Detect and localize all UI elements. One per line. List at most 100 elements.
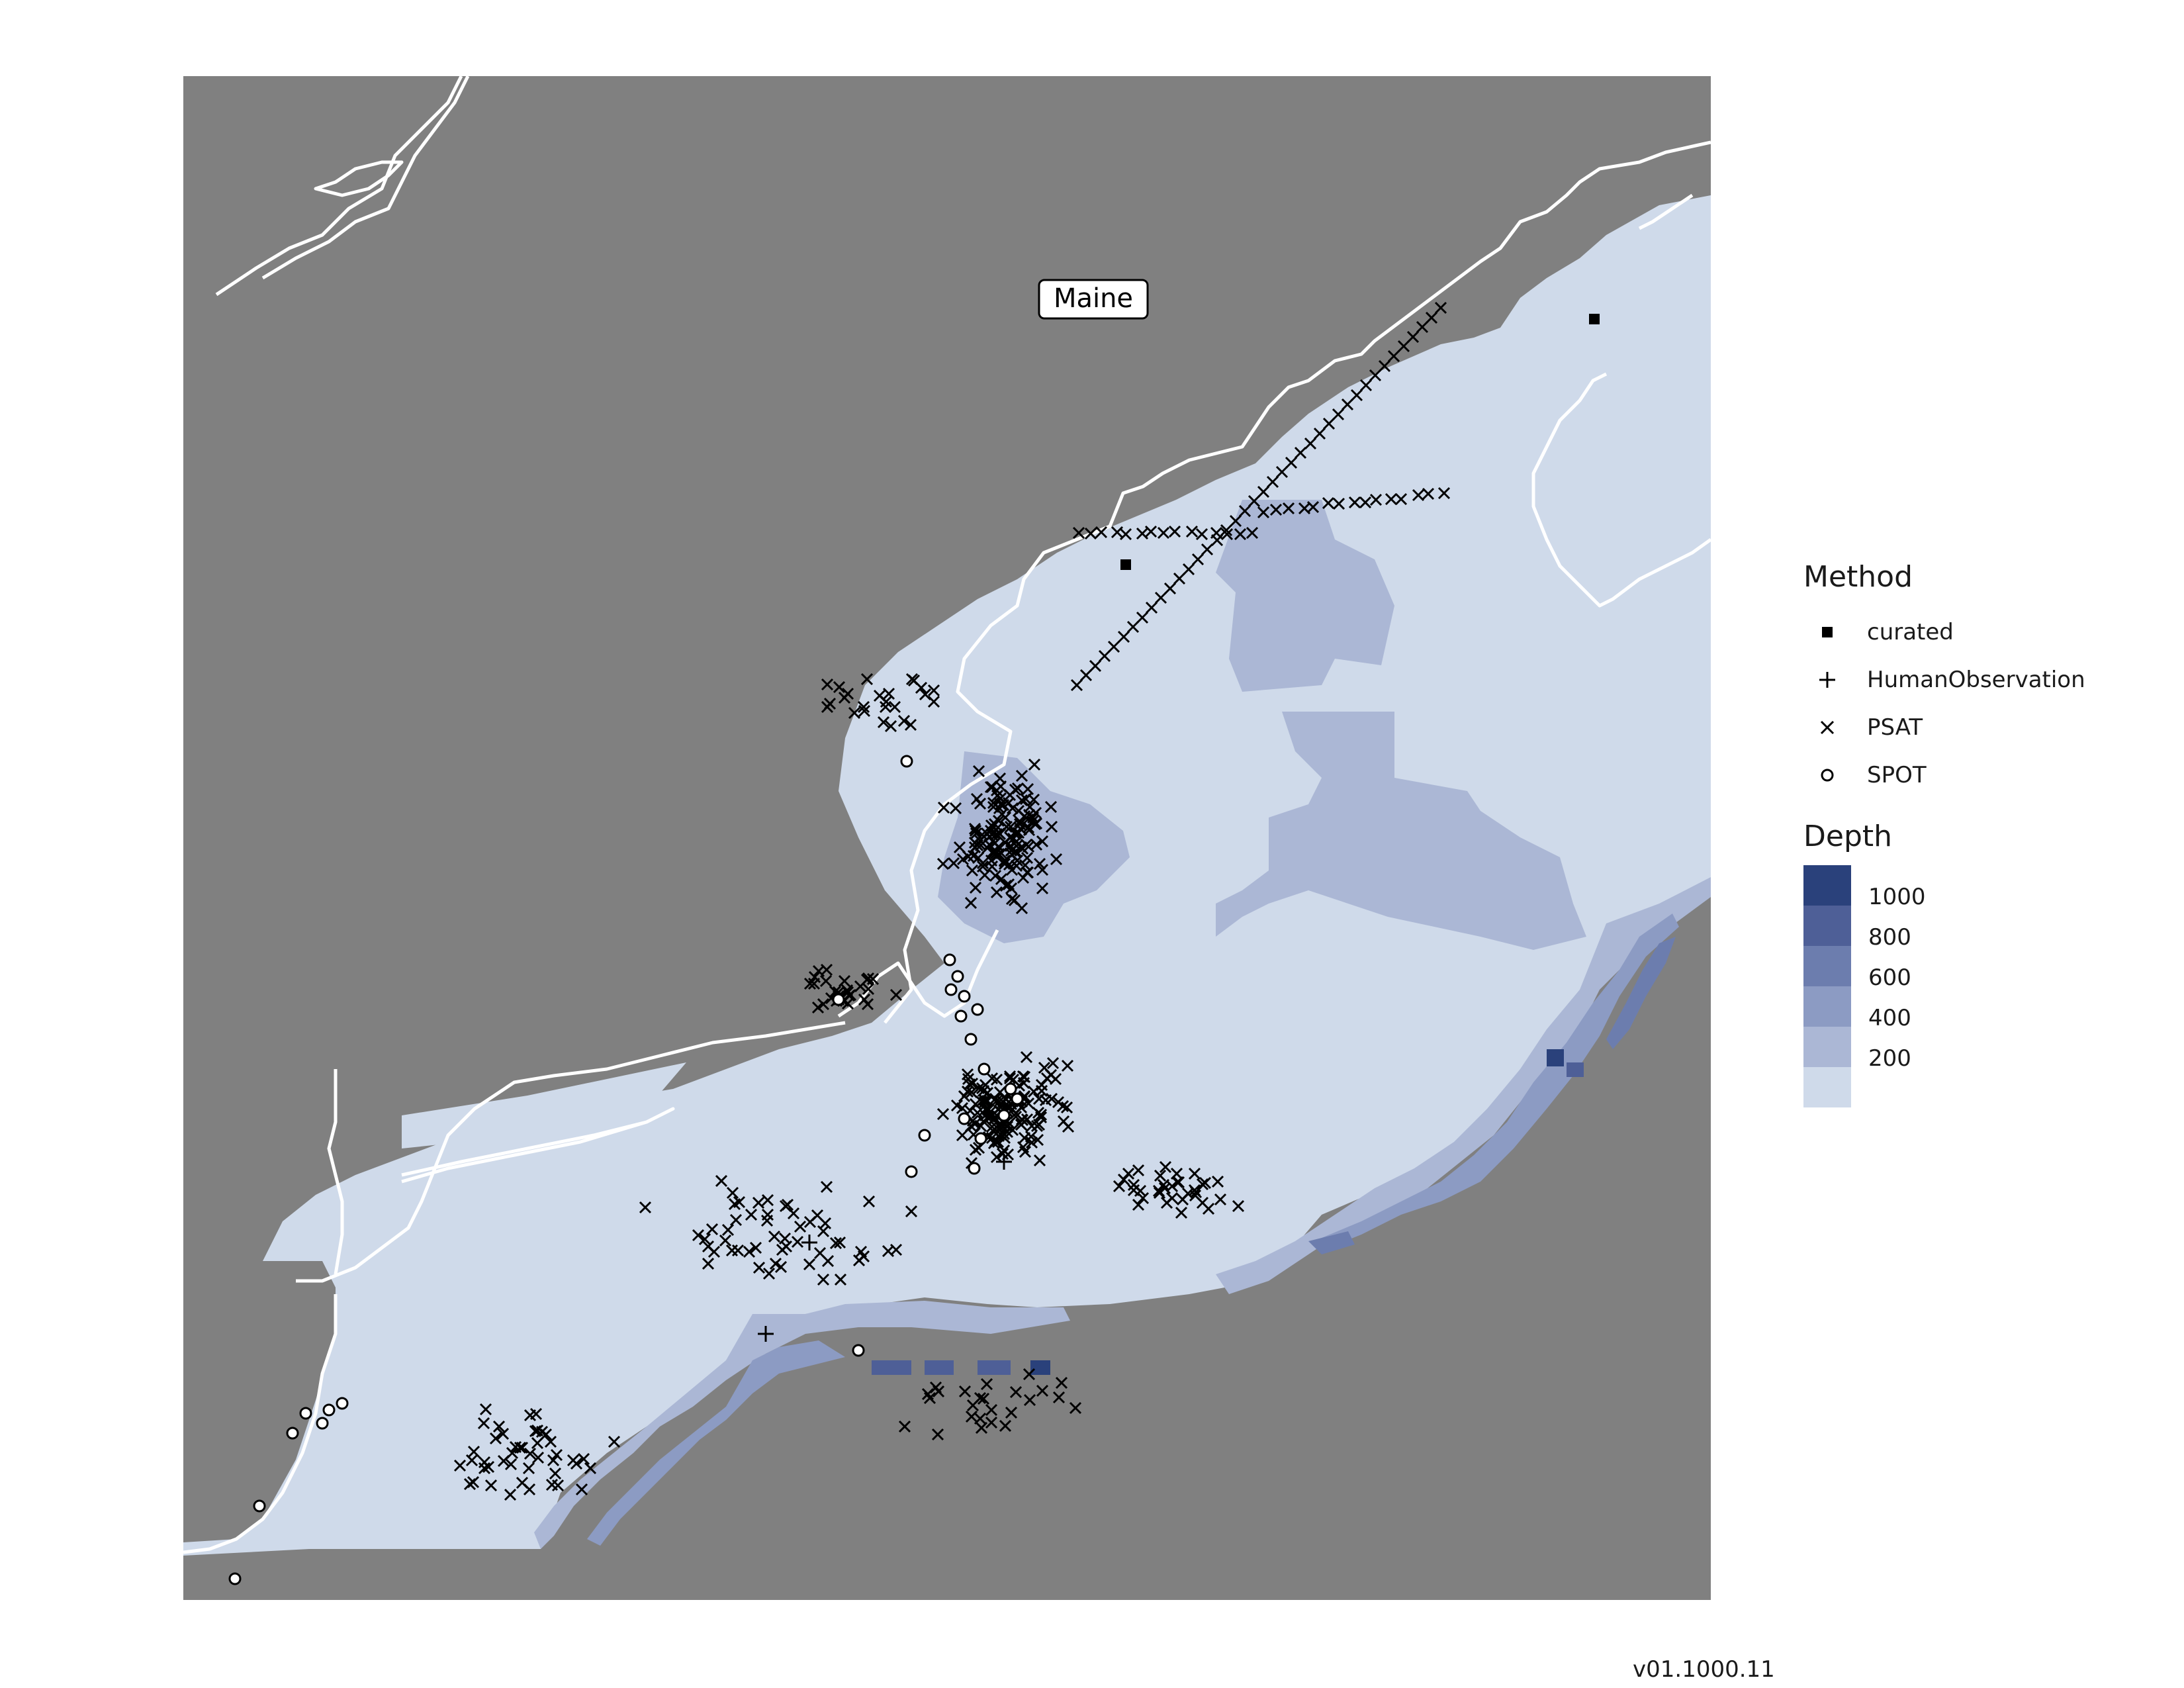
psat-marker <box>769 1257 782 1270</box>
psat-marker <box>985 1120 999 1133</box>
legend-label-humanobservation: HumanObservation <box>1867 667 2085 693</box>
spot-marker <box>1004 1082 1017 1096</box>
psat-marker <box>1304 437 1317 450</box>
depth-tick-200: 200 <box>1868 1045 1911 1072</box>
psat-marker <box>768 1230 781 1243</box>
coastline-layer <box>183 76 1711 1554</box>
spot-marker <box>852 1344 865 1357</box>
psat-marker <box>873 689 886 702</box>
psat-marker <box>991 789 1004 802</box>
depth-color-step <box>1803 865 1851 906</box>
psat-marker <box>702 1257 715 1270</box>
psat-marker <box>492 1420 506 1433</box>
psat-marker <box>1157 526 1170 539</box>
psat-marker <box>1266 475 1279 489</box>
psat-marker <box>482 1460 495 1474</box>
spot-marker <box>971 1003 984 1016</box>
psat-marker <box>1009 783 1022 796</box>
psat-marker <box>1234 528 1247 541</box>
psat-marker <box>1045 820 1058 833</box>
psat-marker <box>752 1261 766 1274</box>
psat-marker <box>993 1086 1007 1099</box>
version-label: v01.1000.11 <box>1633 1656 1775 1683</box>
psat-marker <box>1021 866 1034 879</box>
psat-marker <box>931 1428 944 1441</box>
humanobservation-marker <box>758 1326 774 1342</box>
psat-marker <box>1028 758 1041 771</box>
psat-marker <box>715 1174 728 1188</box>
psat-marker <box>1107 640 1120 653</box>
psat-marker <box>1020 1051 1033 1064</box>
depth-800-1000-cell-1 <box>1567 1062 1584 1077</box>
psat-marker <box>1144 525 1158 538</box>
psat-marker <box>551 1479 565 1492</box>
psat-marker <box>1046 1056 1060 1070</box>
psat-marker <box>1394 492 1408 506</box>
psat-marker <box>1332 408 1345 421</box>
psat-marker <box>1098 649 1111 663</box>
depth-200-400-georges <box>1216 712 1586 950</box>
spot-marker <box>958 990 971 1003</box>
psat-marker <box>969 824 982 837</box>
psat-marker <box>484 1479 498 1492</box>
psat-marker <box>639 1201 652 1214</box>
psat-marker <box>577 1452 590 1466</box>
psat-marker <box>974 1391 987 1405</box>
psat-marker <box>698 1233 711 1246</box>
depth-legend-title: Depth <box>1803 820 1893 853</box>
psat-marker <box>1084 527 1097 540</box>
psat-marker <box>1211 1175 1224 1188</box>
psat-marker <box>1017 1141 1030 1154</box>
curated-marker <box>1120 559 1131 570</box>
psat-marker <box>1157 1178 1170 1192</box>
legend-item-psat: PSAT <box>1803 704 2174 751</box>
psat-marker <box>956 1129 969 1142</box>
psat-marker <box>915 681 928 694</box>
psat-marker <box>990 886 1003 899</box>
psat-marker <box>1257 506 1270 519</box>
psat-marker <box>1359 496 1372 509</box>
psat-marker <box>1044 800 1058 814</box>
psat-marker <box>1238 504 1251 518</box>
legend-item-spot: SPOT <box>1803 751 2174 799</box>
psat-marker <box>1185 525 1199 538</box>
coastline-new-jersey <box>183 1294 338 1554</box>
psat-marker <box>1113 1180 1126 1193</box>
psat-marker <box>1009 845 1022 859</box>
psat-marker <box>821 678 834 691</box>
psat-marker <box>985 860 999 873</box>
coastline-nova-scotia <box>1531 372 1711 608</box>
depth-400-600-slope-south <box>587 1340 845 1546</box>
psat-marker <box>1348 496 1361 509</box>
psat-marker <box>1033 1154 1046 1167</box>
psat-marker <box>927 695 940 708</box>
psat-marker <box>550 1448 563 1462</box>
depth-tick-400: 400 <box>1868 1005 1911 1031</box>
psat-marker <box>1132 1164 1145 1177</box>
psat-marker <box>1369 369 1382 382</box>
psat-marker <box>1069 1401 1082 1415</box>
depth-legend: Depth 1000 800 600 400 200 <box>1803 820 1926 1117</box>
coastline-hudson <box>327 1069 344 1275</box>
psat-marker <box>760 1214 774 1227</box>
psat-marker <box>1153 1186 1166 1199</box>
psat-marker <box>947 857 960 870</box>
coastline-pei <box>1638 193 1694 230</box>
psat-marker <box>927 684 940 697</box>
legend-item-curated: curated <box>1803 608 2174 656</box>
legend-item-humanobservation: HumanObservation <box>1803 656 2174 704</box>
psat-marker <box>1060 1101 1073 1114</box>
psat-marker <box>889 988 903 1002</box>
coastline-long-island <box>401 1107 675 1184</box>
psat-marker <box>539 1428 553 1441</box>
psat-marker <box>969 881 982 894</box>
psat-marker <box>1145 601 1158 614</box>
psat-marker <box>1136 611 1149 624</box>
psat-marker <box>1032 1118 1046 1131</box>
psat-marker <box>819 974 833 988</box>
psat-marker <box>1248 494 1261 508</box>
psat-marker <box>833 680 846 694</box>
psat-marker <box>780 1240 793 1253</box>
psat-marker <box>977 1392 990 1405</box>
psat-marker <box>882 1244 895 1258</box>
